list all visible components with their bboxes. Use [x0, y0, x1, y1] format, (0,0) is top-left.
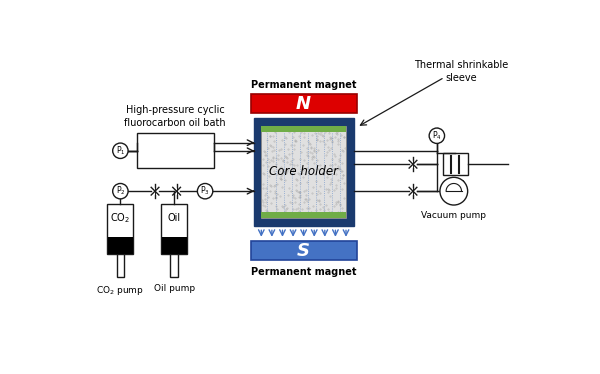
Bar — [137, 134, 214, 168]
Text: Thermal shrinkable
sleeve: Thermal shrinkable sleeve — [415, 60, 509, 83]
Bar — [107, 204, 133, 254]
Bar — [108, 237, 133, 254]
Circle shape — [113, 143, 128, 159]
Text: P$_1$: P$_1$ — [116, 144, 125, 157]
Text: N: N — [296, 95, 311, 113]
Text: Permanent magnet: Permanent magnet — [251, 267, 356, 277]
Text: CO$_2$ pump: CO$_2$ pump — [97, 283, 145, 297]
Bar — [443, 153, 467, 175]
Text: BPR: BPR — [446, 180, 465, 190]
Bar — [262, 126, 346, 218]
Text: Oil pump: Oil pump — [154, 283, 195, 292]
Bar — [161, 204, 187, 254]
Bar — [262, 126, 346, 132]
Bar — [254, 118, 354, 226]
Bar — [251, 94, 357, 113]
Bar — [251, 241, 357, 260]
Bar — [262, 212, 346, 218]
Circle shape — [440, 177, 467, 205]
Text: Permanent magnet: Permanent magnet — [251, 80, 356, 89]
Text: Vacuum pump: Vacuum pump — [421, 211, 487, 220]
Bar — [116, 254, 124, 278]
Text: Oil: Oil — [168, 213, 181, 223]
Text: P$_3$: P$_3$ — [200, 185, 210, 197]
Bar — [170, 254, 178, 278]
Text: P$_2$: P$_2$ — [116, 185, 125, 197]
Circle shape — [429, 128, 445, 144]
Text: CO$_2$: CO$_2$ — [110, 211, 130, 225]
Text: High-pressure cyclic
fluorocarbon oil bath: High-pressure cyclic fluorocarbon oil ba… — [124, 105, 226, 128]
Text: S: S — [297, 242, 310, 260]
Circle shape — [197, 184, 213, 199]
Text: P$_4$: P$_4$ — [432, 129, 442, 142]
Text: Core holder: Core holder — [269, 165, 338, 178]
Circle shape — [113, 184, 128, 199]
Bar — [162, 237, 187, 254]
